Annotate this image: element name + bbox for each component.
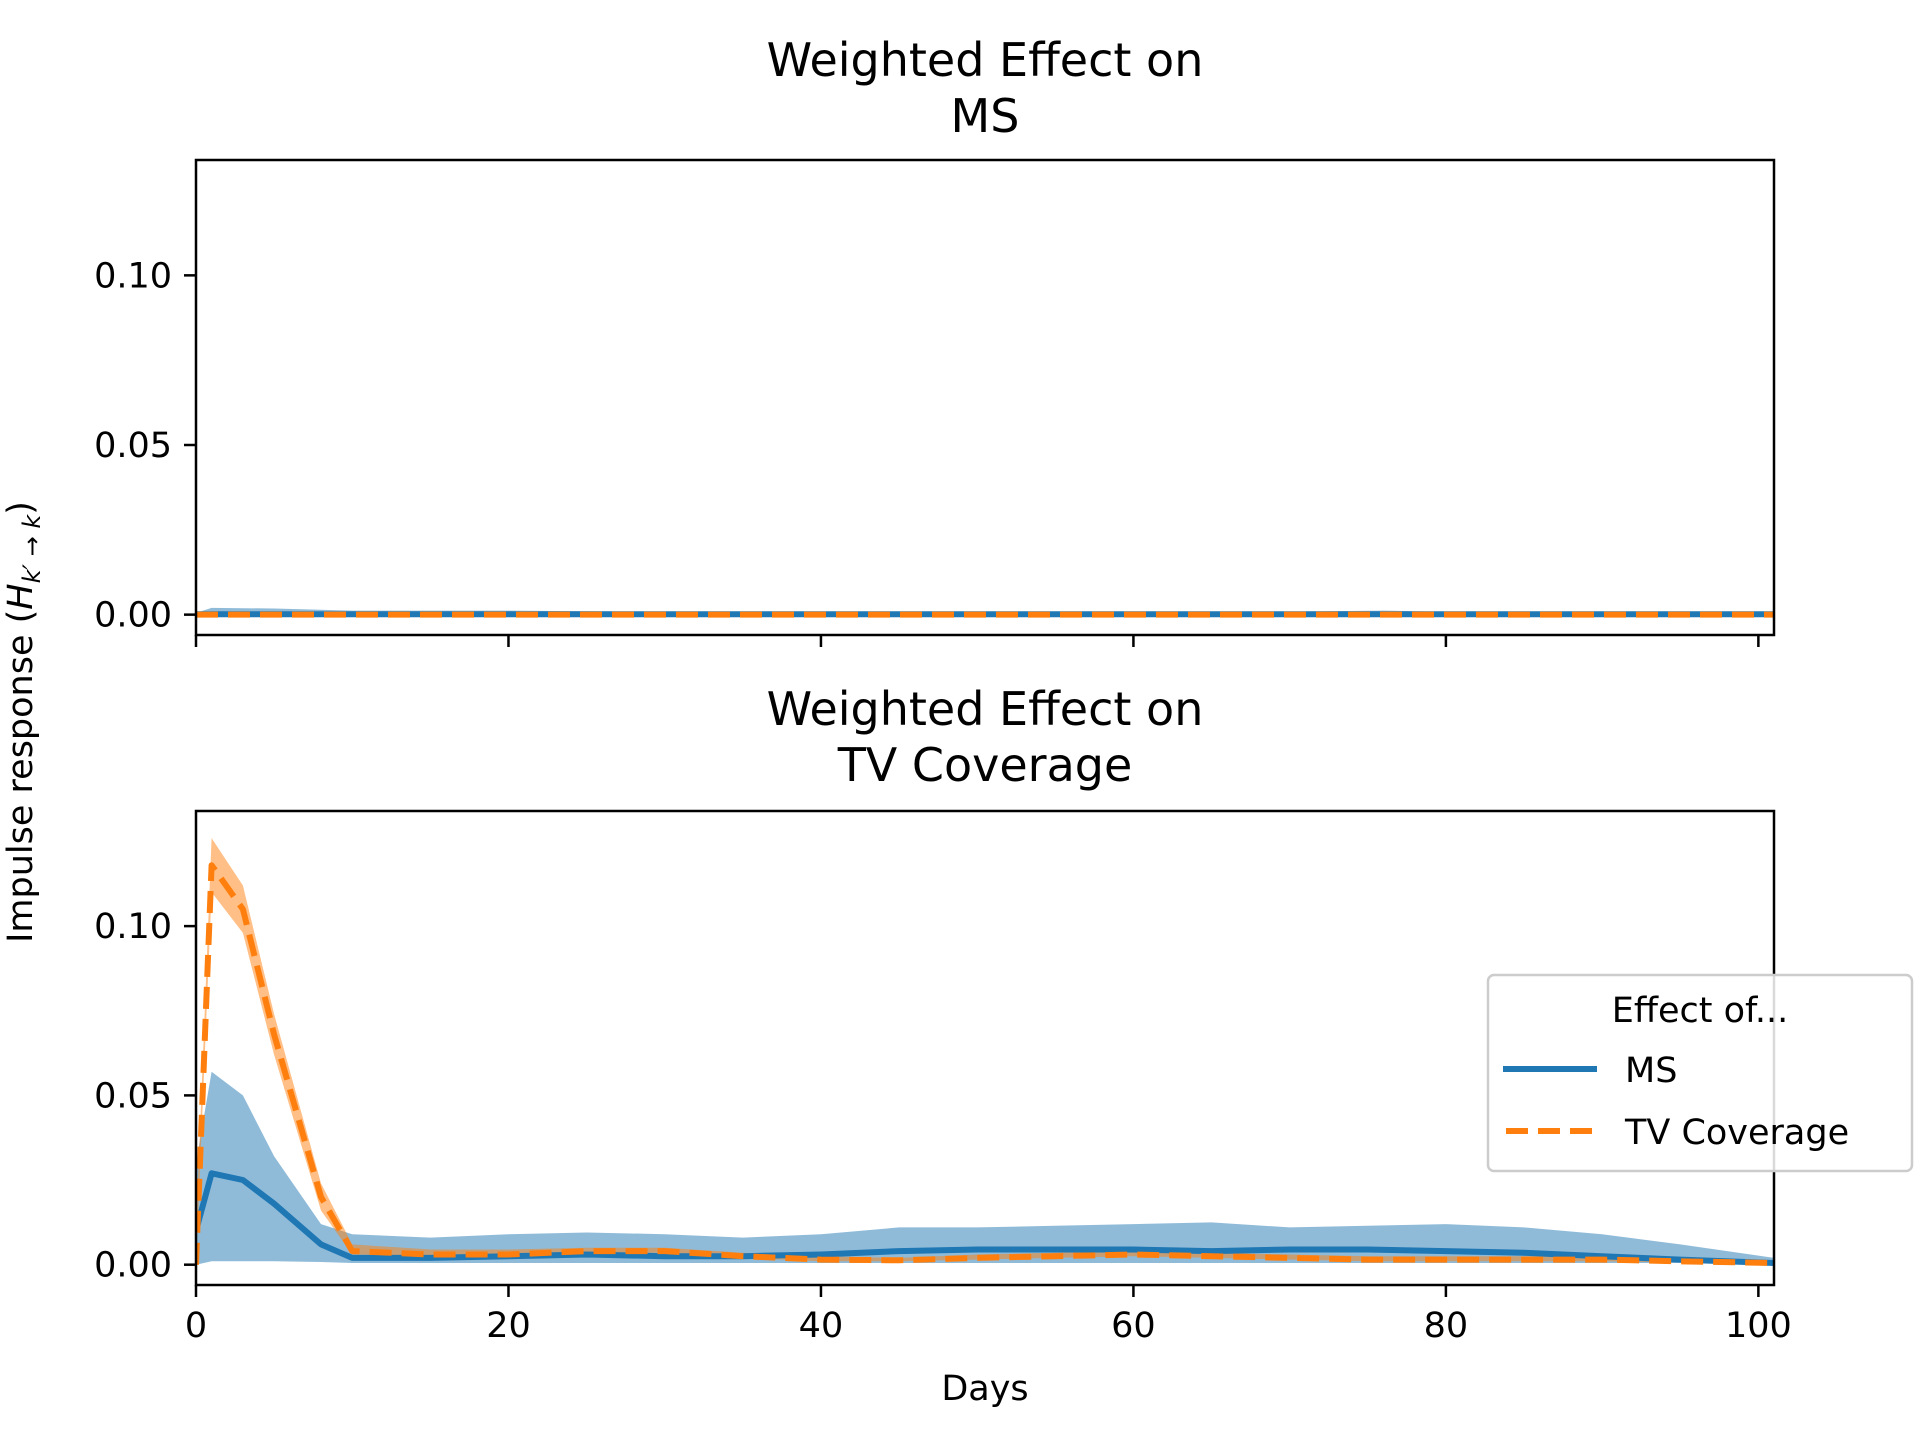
legend: Effect of... MS TV Coverage — [1486, 973, 1914, 1173]
x-tick-label: 60 — [1111, 1306, 1156, 1346]
panel-title-line1: Weighted Effect on — [767, 682, 1204, 736]
panel-title-line2: MS — [951, 89, 1020, 143]
line-tv-coverage — [196, 862, 1774, 1266]
y-tick-label: 0.00 — [94, 1246, 172, 1286]
y-tick-label: 0.10 — [94, 256, 172, 296]
y-ticks: 0.00 0.05 0.10 — [94, 907, 196, 1286]
panel-ms: Weighted Effect on MS 0.00 0.05 0.10 — [94, 33, 1776, 647]
panel-title-line1: Weighted Effect on — [767, 33, 1204, 87]
y-tick-label: 0.05 — [94, 426, 172, 466]
x-tick-label: 20 — [486, 1306, 531, 1346]
y-tick-label: 0.05 — [94, 1076, 172, 1116]
legend-entry-ms: MS — [1625, 1051, 1677, 1091]
x-ticks — [194, 635, 1760, 647]
y-ticks: 0.00 0.05 0.10 — [94, 256, 196, 636]
confidence-bands — [196, 838, 1774, 1265]
x-ticks: 0 20 40 60 80 100 — [185, 1285, 1792, 1346]
y-axis-label-subscript: k′ → k — [18, 514, 46, 584]
x-axis-label: Days — [941, 1369, 1028, 1409]
x-tick-label: 40 — [799, 1306, 844, 1346]
y-axis-label-close: ) — [1, 501, 41, 515]
y-axis-label-math: H — [1, 583, 41, 609]
y-axis-label: Impulse response (Hk′ → k) — [1, 501, 46, 943]
line-ms — [196, 1170, 1774, 1266]
series-lines — [196, 862, 1774, 1266]
legend-box — [1486, 973, 1914, 1173]
x-tick-label: 0 — [185, 1306, 207, 1346]
legend-title: Effect of... — [1612, 991, 1788, 1031]
y-axis-label-text: Impulse response ( — [1, 610, 41, 943]
y-tick-label: 0.00 — [94, 596, 172, 636]
panel-title-line2: TV Coverage — [837, 738, 1133, 792]
x-tick-label: 80 — [1424, 1306, 1469, 1346]
y-tick-label: 0.10 — [94, 907, 172, 947]
panel-tv-coverage: Weighted Effect on TV Coverage 0 20 40 60 80… — [94, 682, 1792, 1346]
x-tick-label: 100 — [1725, 1306, 1792, 1346]
legend-entry-tv-coverage: TV Coverage — [1624, 1113, 1849, 1153]
axes-frame — [194, 158, 1776, 637]
